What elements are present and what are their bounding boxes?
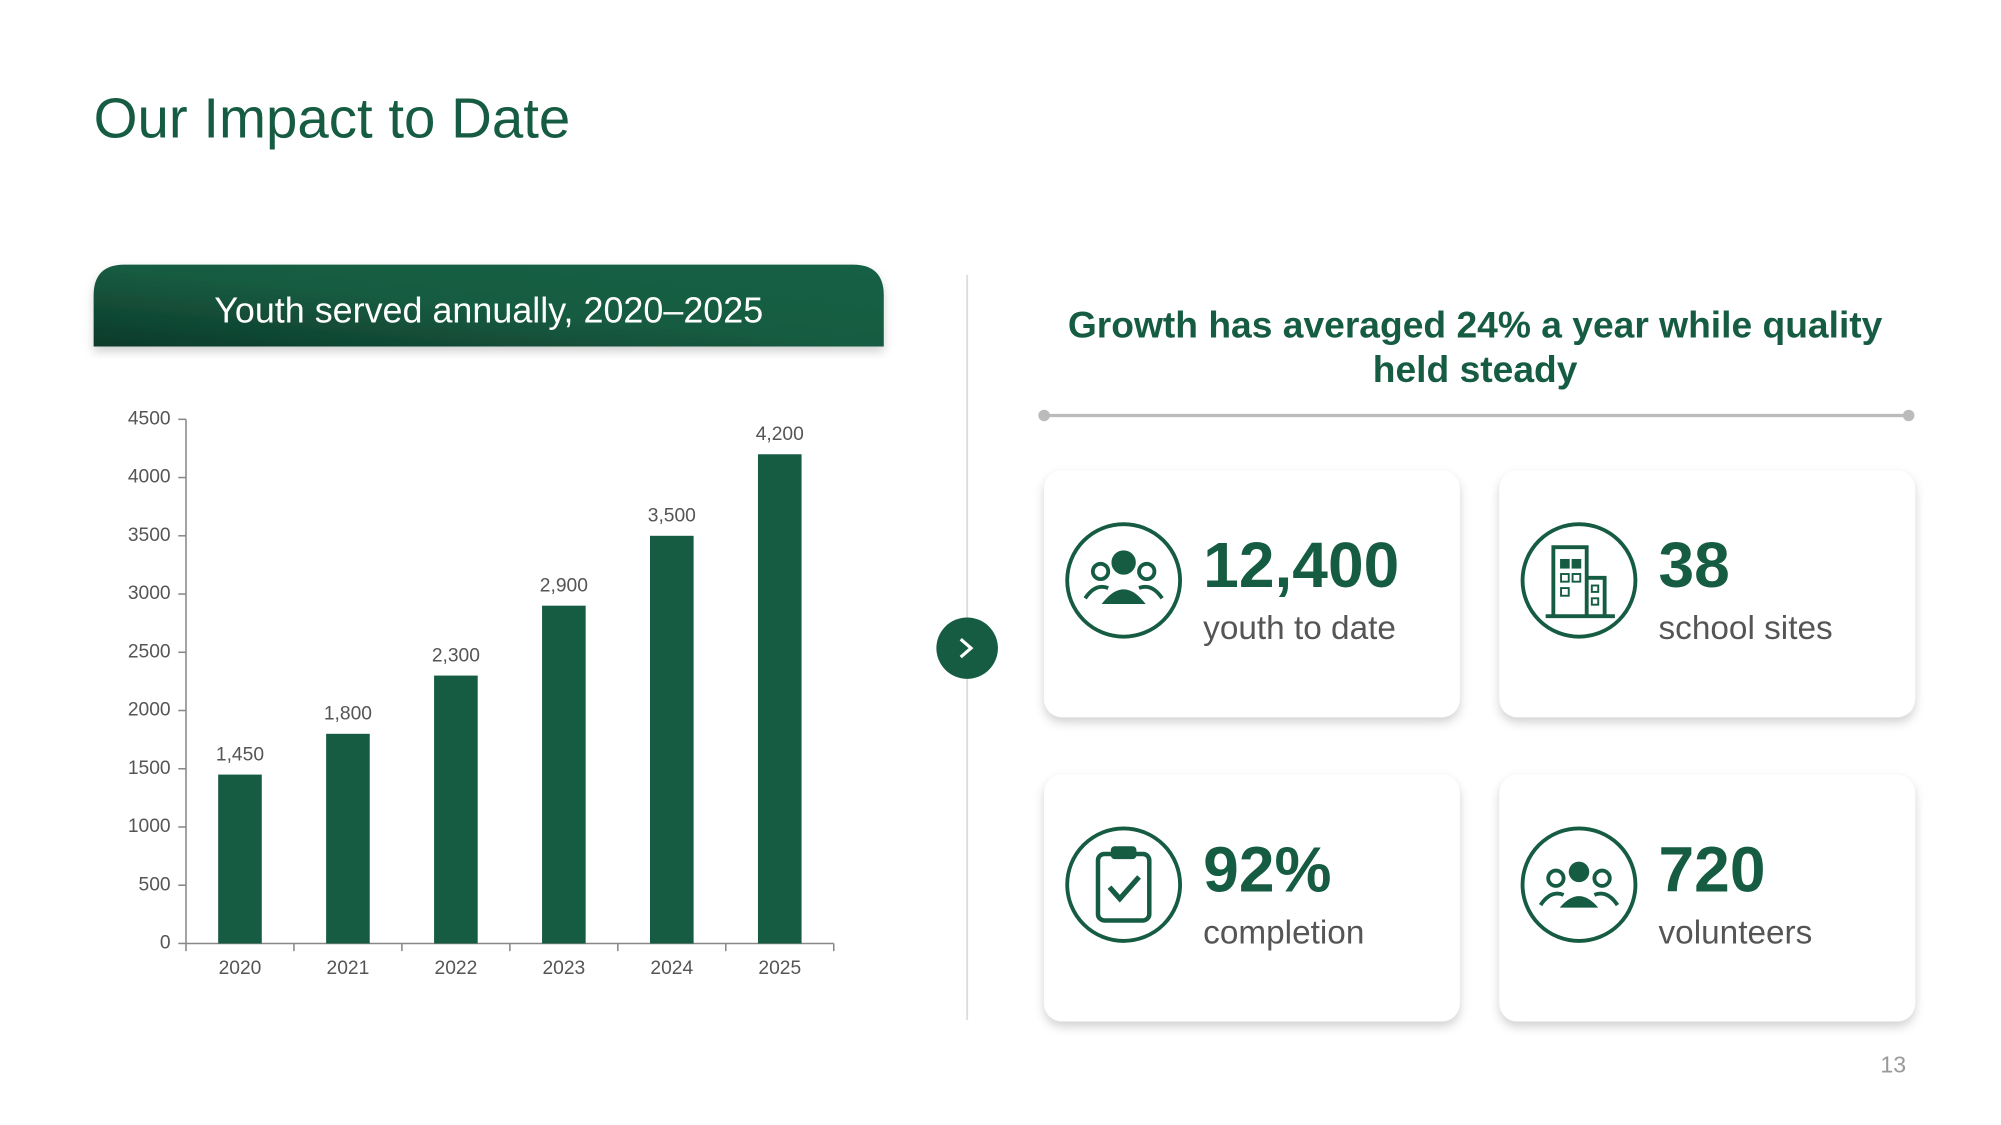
stat-card	[1044, 774, 1460, 1022]
y-tick-label: 1000	[128, 816, 171, 837]
rule-dot	[1038, 409, 1050, 422]
value-label: 3,500	[648, 506, 696, 527]
x-tick-label: 2021	[327, 958, 370, 979]
value-label: 2,900	[540, 576, 588, 597]
bar	[757, 454, 802, 944]
icon-part	[1590, 584, 1600, 593]
y-tick-label: 500	[139, 874, 171, 895]
stat-value: 720	[1659, 833, 1766, 905]
x-tick-label: 2022	[435, 958, 478, 979]
x-tick-label: 2024	[650, 958, 693, 979]
icon-ring	[1520, 826, 1638, 943]
value-label: 4,200	[756, 424, 804, 445]
y-tick-label: 4000	[128, 467, 171, 488]
stat-value: 92%	[1203, 833, 1331, 905]
y-tick-label: 2500	[128, 641, 171, 662]
bar	[542, 605, 586, 944]
icon-part	[1137, 561, 1157, 582]
stat-label: volunteers	[1659, 914, 1813, 951]
icon-part	[1560, 587, 1570, 597]
chart-title: Youth served annually, 2020–2025	[214, 291, 763, 331]
y-tick-label: 3500	[128, 525, 171, 546]
stat-icon	[1083, 550, 1164, 605]
stat-label: completion	[1203, 914, 1364, 951]
stat-card	[1499, 470, 1916, 718]
icon-part	[1571, 558, 1582, 569]
value-label: 1,450	[216, 744, 264, 765]
page-number: 13	[1880, 1051, 1906, 1077]
x-tick-label: 2023	[542, 958, 585, 979]
y-tick-label: 2000	[128, 700, 171, 721]
value-label: 2,300	[432, 645, 480, 666]
stat-label: school sites	[1659, 610, 1833, 647]
bar	[434, 675, 478, 944]
stat-value: 12,400	[1203, 529, 1399, 601]
stat-icon	[1545, 545, 1615, 619]
icon-part	[1571, 573, 1582, 583]
stat-card	[1044, 470, 1460, 718]
icon-ring	[1520, 522, 1638, 639]
summary: Growth has averaged 24% a year while qua…	[1067, 305, 1883, 392]
slide-title: Our Impact to Date	[94, 87, 571, 150]
y-tick-label: 4500	[128, 408, 171, 429]
bar	[650, 535, 694, 944]
arrow-badge	[936, 617, 998, 679]
y-tick-label: 1500	[128, 758, 171, 779]
value-label: 1,800	[324, 704, 372, 725]
summary-box: Growth has averaged 24% a year while qua…	[1067, 305, 1883, 392]
icon-part	[1590, 597, 1600, 606]
icon-ring	[1065, 522, 1183, 639]
x-tick-label: 2025	[758, 958, 801, 979]
icon-part	[1083, 584, 1164, 600]
icon-part	[1560, 558, 1570, 569]
bar	[326, 733, 370, 944]
stat-card	[1499, 774, 1916, 1022]
stat-icon	[1538, 861, 1620, 908]
y-tick-label: 3000	[128, 583, 171, 604]
stat-label: youth to date	[1203, 610, 1396, 647]
stat-value: 38	[1659, 529, 1730, 601]
icon-part	[1111, 550, 1136, 575]
stat-icon	[1095, 846, 1152, 923]
chart-header	[93, 264, 884, 347]
icon-part	[1110, 846, 1137, 860]
icon-part	[1546, 868, 1566, 888]
icon-part	[1559, 896, 1599, 908]
icon-part	[1560, 573, 1570, 583]
arrow-icon	[959, 638, 974, 659]
icon-ring	[1065, 826, 1183, 943]
y-tick-label: 0	[160, 933, 171, 954]
bar	[218, 774, 262, 944]
icon-part	[1107, 875, 1141, 903]
rule-dot	[1902, 409, 1915, 422]
x-tick-label: 2020	[219, 958, 262, 979]
icon-part	[1101, 589, 1146, 605]
icon-part	[1592, 868, 1612, 888]
icon-part	[1568, 861, 1590, 883]
icon-part	[1090, 561, 1111, 582]
icon-part	[1538, 891, 1620, 907]
icon-part	[1545, 545, 1615, 619]
